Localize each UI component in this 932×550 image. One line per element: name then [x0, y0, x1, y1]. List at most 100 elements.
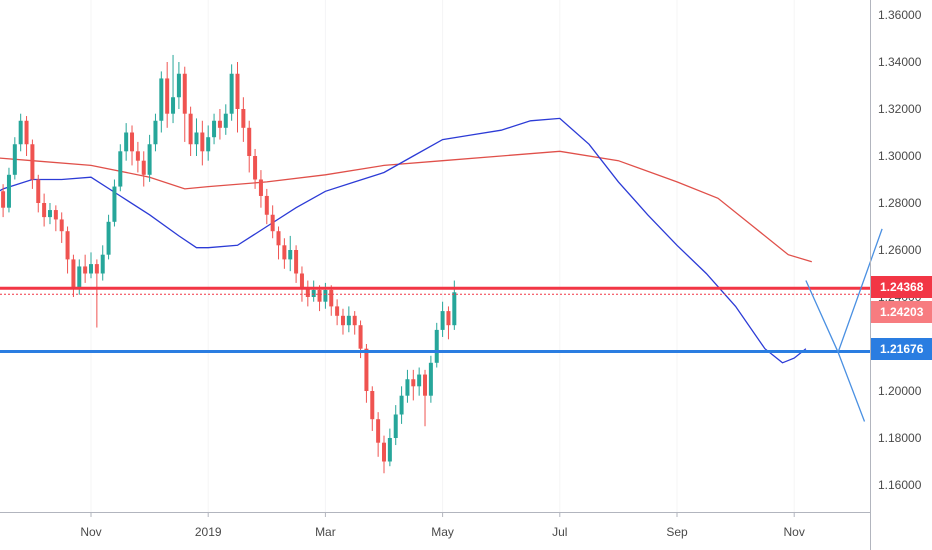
candle [223, 104, 228, 135]
candle-body [446, 311, 451, 326]
candle-body [305, 287, 310, 297]
candle-body [171, 97, 176, 114]
candle-body [188, 113, 193, 145]
candle-body [393, 414, 398, 438]
price-badge-label: 1.21676 [880, 342, 924, 356]
x-tick-label: May [431, 525, 454, 539]
candle [200, 120, 205, 166]
candle-body [370, 391, 375, 420]
candle-body [212, 120, 217, 138]
candle [42, 193, 47, 227]
candle-body [182, 73, 187, 114]
candle [112, 179, 117, 227]
candle [370, 386, 375, 431]
candle-body [24, 120, 29, 145]
x-tick-label: 2019 [195, 525, 222, 539]
candle-body [335, 306, 340, 316]
price-badge: 1.24368 [871, 276, 932, 298]
candle-body [223, 113, 228, 128]
x-tick-label: Jul [552, 525, 567, 539]
candle [36, 174, 41, 213]
candle-body [229, 73, 234, 114]
candle-body [53, 210, 58, 220]
candle-body [135, 151, 140, 161]
candle-body [12, 144, 17, 175]
candle [253, 148, 258, 189]
time-axis[interactable]: Nov 2019 Mar May Jul Sep Nov [80, 512, 805, 539]
candle [94, 259, 99, 328]
candle [130, 125, 135, 166]
projection-layer [805, 228, 883, 422]
price-badge-box [871, 276, 932, 298]
candle-body [276, 231, 281, 246]
candle [340, 308, 345, 335]
candle [188, 106, 193, 156]
candle-body [94, 264, 99, 274]
candle [294, 245, 299, 283]
price-badge-box [871, 301, 932, 323]
candle-body [452, 292, 457, 326]
x-tick-label: Sep [666, 525, 688, 539]
y-tick-label: 1.36000 [878, 8, 922, 22]
candle [212, 113, 217, 145]
candle-body [65, 231, 70, 260]
y-tick-label: 1.16000 [878, 478, 922, 492]
price-badge-label: 1.24203 [880, 305, 924, 319]
candle-body [206, 137, 211, 152]
candle-body [270, 214, 275, 232]
candle-body [364, 348, 369, 391]
candle-body [235, 73, 240, 109]
candle [6, 167, 11, 213]
candle [270, 205, 275, 239]
candle-body [241, 109, 246, 128]
candle-body [387, 438, 392, 462]
candle [176, 62, 181, 109]
candle [241, 97, 246, 142]
candle [24, 116, 29, 156]
x-tick-label: Nov [80, 525, 101, 539]
candle [329, 285, 334, 316]
candle [171, 54, 176, 124]
candle [393, 405, 398, 446]
candle-body [112, 186, 117, 222]
candle-body [106, 221, 111, 255]
candle [206, 125, 211, 161]
candle-body [165, 78, 170, 114]
candle-body [288, 250, 293, 260]
candle-body [124, 132, 129, 152]
price-badge-label: 1.24368 [880, 280, 924, 294]
candle [428, 355, 433, 403]
candle-body [311, 289, 316, 297]
candle [1, 184, 6, 218]
candle [399, 386, 404, 424]
candle-body [323, 289, 328, 302]
candle [165, 62, 170, 128]
candle-body [258, 179, 263, 196]
candle-body [264, 195, 269, 215]
candle [376, 412, 381, 457]
candle [440, 301, 445, 337]
candle-body [89, 264, 93, 274]
candle [434, 322, 439, 368]
candle-body [282, 245, 287, 260]
candle-body [358, 325, 363, 349]
candle-body [440, 311, 445, 330]
candle [264, 188, 269, 225]
candle [153, 113, 158, 152]
candle [71, 254, 76, 297]
candle-body [176, 73, 181, 98]
candle [65, 226, 70, 274]
candle-body [329, 289, 334, 307]
candle [182, 66, 187, 142]
candle [247, 120, 252, 173]
candle-body [217, 120, 222, 128]
candle-body [141, 160, 146, 175]
candle [364, 344, 369, 403]
candle [147, 134, 152, 182]
candle-body [18, 120, 23, 145]
candle-body [423, 374, 428, 396]
candle-body [1, 191, 6, 208]
candle [423, 369, 428, 427]
candle [159, 71, 164, 133]
